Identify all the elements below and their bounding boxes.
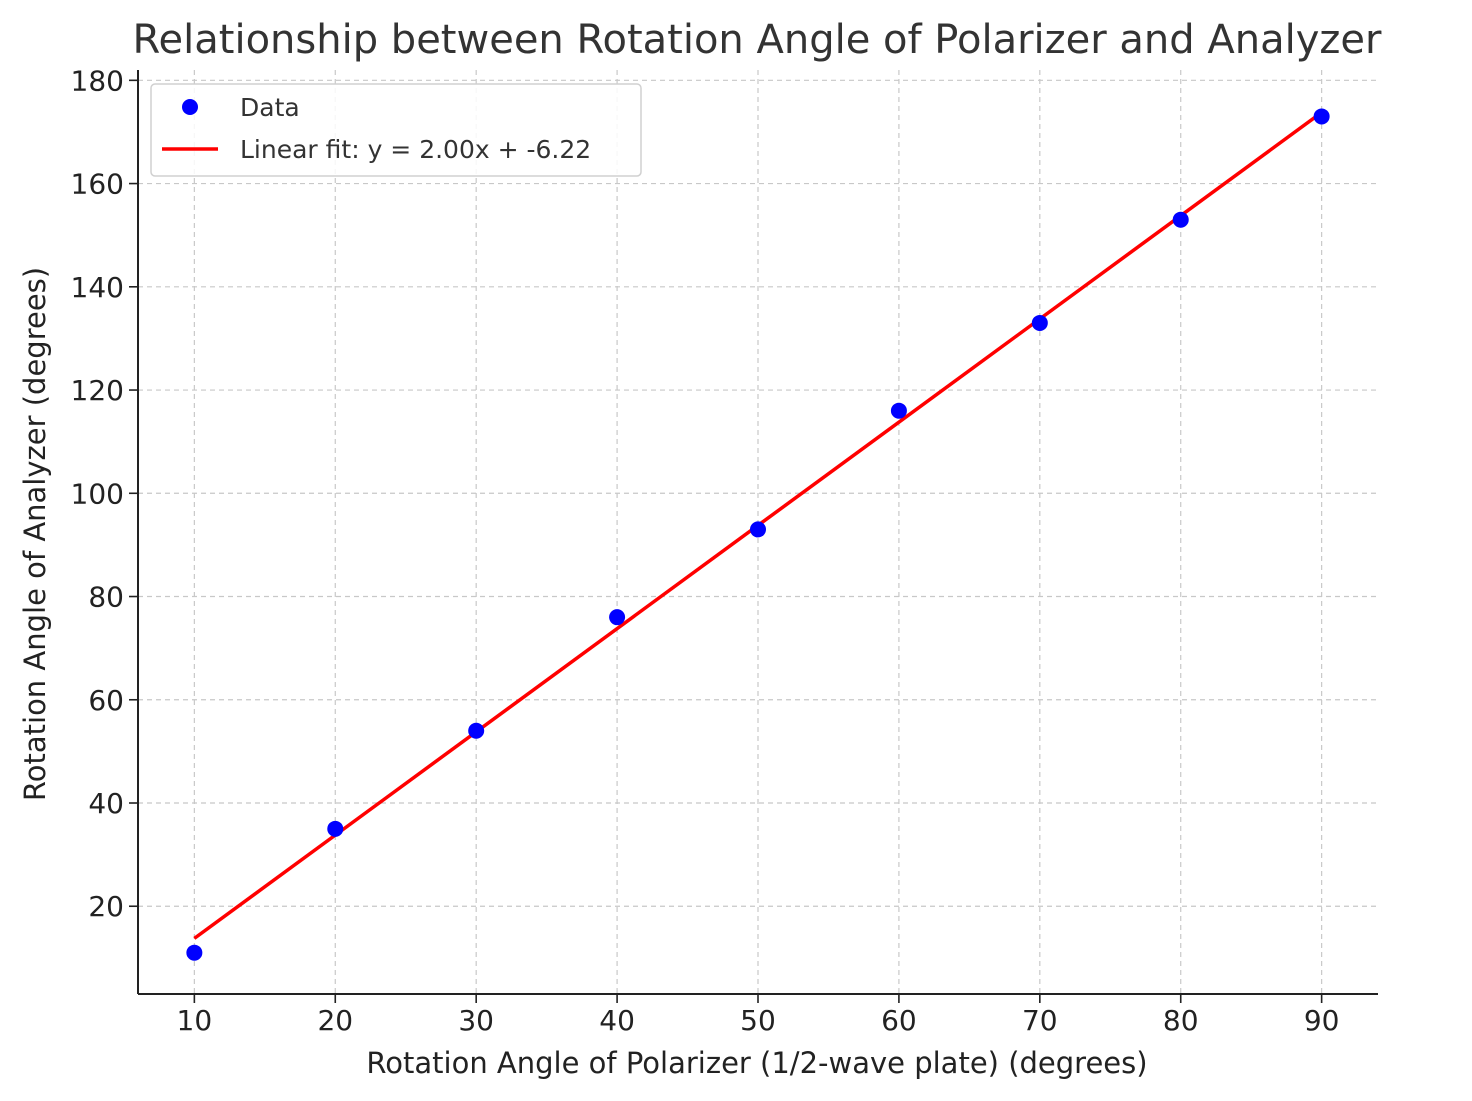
y-tick-label: 80 — [88, 581, 124, 614]
data-point — [186, 944, 203, 961]
y-tick-label: 20 — [88, 890, 124, 923]
x-tick-label: 30 — [458, 1004, 494, 1037]
x-tick-label: 40 — [599, 1004, 635, 1037]
y-axis-label: Rotation Angle of Analyzer (degrees) — [18, 267, 52, 801]
legend-label-fit: Linear fit: y = 2.00x + -6.22 — [240, 135, 591, 164]
data-point — [890, 402, 907, 419]
x-tick-label: 90 — [1304, 1004, 1340, 1037]
data-points-layer — [186, 108, 1330, 961]
data-point — [609, 609, 626, 626]
y-tick-label: 160 — [71, 168, 124, 201]
x-tick-label: 60 — [881, 1004, 917, 1037]
data-point — [468, 722, 485, 739]
y-tick-label: 180 — [71, 64, 124, 97]
y-tick-label: 140 — [71, 271, 124, 304]
x-tick-label: 80 — [1163, 1004, 1199, 1037]
x-tick-label: 10 — [177, 1004, 213, 1037]
data-point — [1313, 108, 1330, 125]
data-point — [327, 820, 344, 837]
y-tick-label: 40 — [88, 787, 124, 820]
legend-marker-data — [182, 99, 198, 115]
y-tick-label: 60 — [88, 684, 124, 717]
x-tick-label: 20 — [317, 1004, 353, 1037]
legend: Data Linear fit: y = 2.00x + -6.22 — [150, 83, 642, 177]
x-tick-label: 50 — [740, 1004, 776, 1037]
data-point — [750, 521, 766, 538]
axes — [129, 70, 1378, 1003]
legend-label-data: Data — [240, 93, 300, 122]
chart-title: Relationship between Rotation Angle of P… — [133, 17, 1382, 63]
data-point — [1031, 314, 1048, 331]
y-tick-label: 120 — [71, 374, 124, 407]
x-axis-label: Rotation Angle of Polarizer (1/2-wave pl… — [366, 1046, 1147, 1080]
tick-labels: 10 20 30 40 50 60 70 80 90 20 40 60 80 100 120 140 160 18… — [71, 64, 1340, 1037]
y-tick-label: 100 — [71, 477, 124, 510]
x-tick-label: 70 — [1022, 1004, 1058, 1037]
legend-box — [150, 83, 642, 177]
data-point — [1172, 211, 1189, 228]
